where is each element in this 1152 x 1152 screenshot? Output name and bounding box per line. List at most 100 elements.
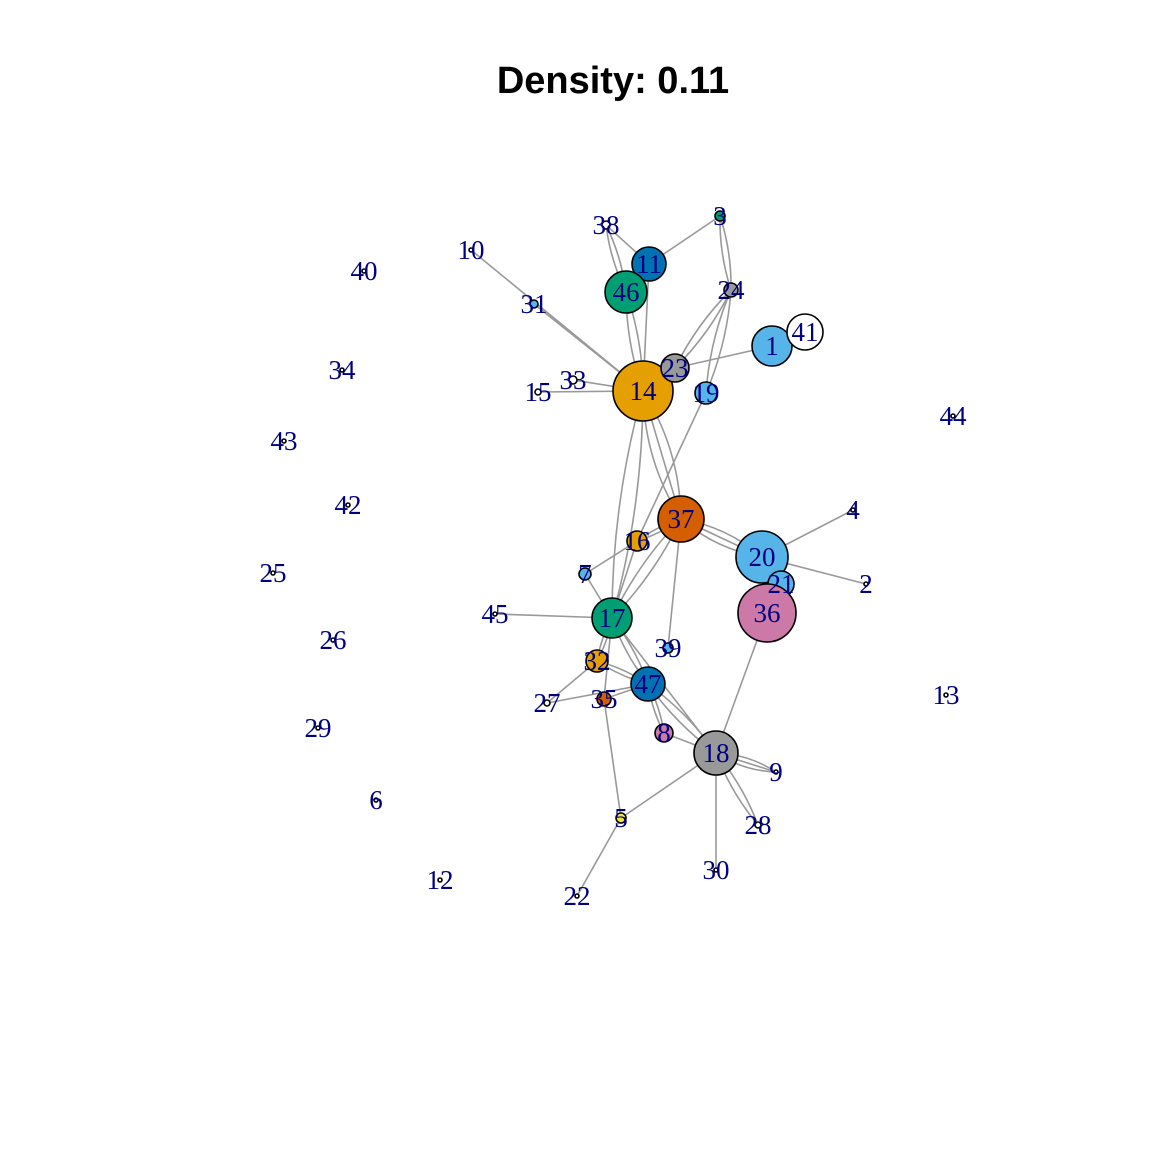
node-label-37: 37: [668, 504, 695, 534]
node-label-9: 9: [769, 757, 783, 787]
node-22: [574, 893, 580, 899]
node-36: [737, 583, 797, 643]
node-label-38: 38: [593, 210, 620, 240]
node-label-12: 12: [427, 865, 454, 895]
node-label-45: 45: [482, 599, 509, 629]
node-41: [786, 313, 824, 351]
node-3: [714, 210, 726, 222]
node-4: [850, 507, 856, 513]
node-label-7: 7: [578, 559, 592, 589]
node-8: [654, 723, 674, 743]
node-label-8: 8: [657, 718, 671, 748]
node-45: [492, 611, 498, 617]
node-label-23: 23: [662, 353, 689, 383]
node-label-25: 25: [260, 558, 287, 588]
node-label-20: 20: [749, 542, 776, 572]
node-24: [723, 282, 739, 298]
node-35: [596, 691, 612, 707]
node-label-15: 15: [525, 377, 552, 407]
node-label-18: 18: [703, 738, 730, 768]
node-16: [626, 530, 648, 552]
node-label-1: 1: [765, 331, 779, 361]
node-2: [863, 581, 869, 587]
node-39: [662, 642, 674, 654]
node-15: [534, 388, 542, 396]
node-label-21: 21: [768, 569, 795, 599]
node-label-44: 44: [940, 401, 968, 431]
node-32: [585, 649, 609, 673]
graph-title: Density: 0.11: [497, 60, 729, 102]
node-label-30: 30: [703, 855, 730, 885]
node-34: [339, 367, 345, 373]
node-label-16: 16: [624, 526, 651, 556]
node-47: [630, 666, 666, 702]
node-label-29: 29: [305, 713, 332, 743]
node-5: [615, 812, 627, 824]
node-label-42: 42: [335, 490, 362, 520]
node-label-32: 32: [584, 646, 611, 676]
node-label-35: 35: [591, 684, 618, 714]
node-14: [612, 360, 674, 422]
node-46: [604, 270, 648, 314]
node-37: [657, 495, 705, 543]
node-13: [943, 692, 949, 698]
node-label-17: 17: [599, 603, 626, 633]
node-label-27: 27: [534, 688, 561, 718]
node-1: [751, 325, 793, 367]
node-label-47: 47: [635, 669, 662, 699]
node-label-4: 4: [846, 495, 860, 525]
node-10: [468, 247, 474, 253]
node-23: [660, 353, 690, 383]
node-42: [345, 502, 351, 508]
node-12: [437, 877, 443, 883]
node-33: [568, 375, 578, 385]
node-layer: [270, 210, 956, 899]
node-label-40: 40: [351, 256, 378, 286]
node-20: [735, 530, 789, 584]
node-18: [693, 730, 739, 776]
node-label-26: 26: [320, 625, 347, 655]
node-25: [270, 570, 276, 576]
node-6: [373, 797, 379, 803]
node-label-39: 39: [655, 633, 682, 663]
node-17: [591, 597, 633, 639]
node-label-24: 24: [718, 275, 746, 305]
node-9: [773, 769, 779, 775]
node-label-6: 6: [369, 785, 383, 815]
node-label-11: 11: [636, 249, 662, 279]
node-19: [694, 381, 718, 405]
node-label-2: 2: [859, 569, 873, 599]
node-30: [713, 867, 719, 873]
edge-14-17: [611, 390, 644, 619]
node-29: [315, 725, 321, 731]
node-40: [361, 268, 367, 274]
node-31: [529, 299, 539, 309]
node-label-34: 34: [329, 355, 357, 385]
node-label-22: 22: [564, 881, 591, 911]
node-11: [631, 246, 667, 282]
node-label-14: 14: [630, 376, 658, 406]
node-label-19: 19: [693, 378, 720, 408]
edge-35-5: [603, 698, 622, 819]
node-label-43: 43: [271, 426, 298, 456]
node-26: [330, 637, 336, 643]
node-27: [543, 699, 551, 707]
node-label-46: 46: [613, 277, 640, 307]
node-label-3: 3: [713, 201, 727, 231]
node-44: [950, 413, 956, 419]
node-38: [601, 220, 611, 230]
node-label-28: 28: [745, 810, 772, 840]
node-label-13: 13: [933, 680, 960, 710]
edge-5-22: [576, 817, 622, 897]
node-label-5: 5: [614, 803, 628, 833]
node-label-33: 33: [560, 365, 587, 395]
node-43: [281, 438, 287, 444]
node-28: [754, 821, 762, 829]
node-label-31: 31: [521, 289, 548, 319]
node-label-10: 10: [458, 235, 485, 265]
edge-19-16: [636, 392, 707, 542]
node-label-36: 36: [754, 598, 781, 628]
node-label-41: 41: [792, 317, 819, 347]
